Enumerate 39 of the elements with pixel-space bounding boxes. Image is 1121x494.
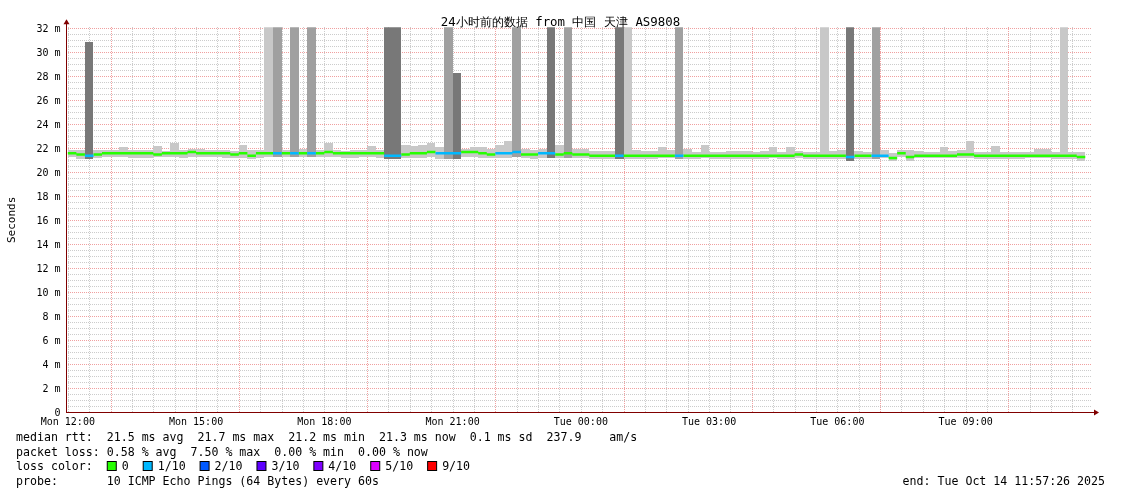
y-tick-label: 32 m — [36, 23, 61, 34]
x-tick-label: Mon 18:00 — [297, 415, 352, 427]
y-tick-label: 2 m — [42, 383, 61, 394]
y-tick-label: 16 m — [36, 215, 61, 226]
x-tick-label: Tue 09:00 — [938, 415, 993, 427]
y-tick-label: 6 m — [42, 335, 61, 346]
text: median rtt: 21.5 ms avg 21.7 ms max 21.2 ms min 21.3 ms now 0.1 ms sd 237.9 am/s — [16, 430, 638, 444]
x-tick-label: Mon 15:00 — [168, 415, 224, 427]
x-tick-label: Mon 21:00 — [425, 415, 480, 427]
legend-label: 2/10 — [214, 459, 243, 473]
legend-title: loss color: — [16, 459, 93, 473]
legend-label: 4/10 — [328, 459, 357, 473]
text: probe: 10 ICMP Echo Pings (64 Bytes) every 60s — [16, 473, 379, 488]
y-tick-label: 28 m — [36, 71, 61, 82]
text: packet loss: 0.58 % avg 7.50 % max 0.00 % min 0.00 % now — [16, 444, 428, 459]
y-tick-label: 0 — [54, 407, 61, 418]
y-tick-label: 8 m — [42, 311, 61, 322]
y-tick-label: 24 m — [36, 119, 61, 130]
y-tick-label: 22 m — [36, 143, 61, 154]
x-tick-label: Tue 03:00 — [681, 415, 737, 427]
y-axis-title: Seconds — [4, 196, 18, 244]
legend-label: 1/10 — [157, 459, 186, 473]
chart-title: 24小时前的数据 from 中国 天津 AS9808 — [440, 13, 681, 29]
legend-label: 3/10 — [271, 459, 300, 473]
text: end: Tue Oct 14 11:57:26 2025 — [902, 473, 1106, 488]
legend-label: 9/10 — [442, 459, 471, 473]
y-tick-label: 14 m — [36, 239, 61, 250]
x-tick-label: Tue 06:00 — [810, 415, 865, 427]
legend-label: 0 — [121, 459, 129, 473]
y-tick-label: 4 m — [42, 359, 61, 370]
y-tick-label: 20 m — [36, 167, 61, 178]
y-tick-label: 18 m — [36, 191, 61, 202]
y-tick-label: 26 m — [36, 95, 61, 106]
legend-label: 5/10 — [385, 459, 414, 473]
x-tick-label: Tue 00:00 — [553, 415, 608, 427]
y-tick-label: 10 m — [36, 287, 61, 298]
y-tick-label: 30 m — [36, 47, 61, 58]
x-tick-label: Mon 12:00 — [40, 415, 95, 427]
y-tick-label: 12 m — [36, 263, 61, 274]
